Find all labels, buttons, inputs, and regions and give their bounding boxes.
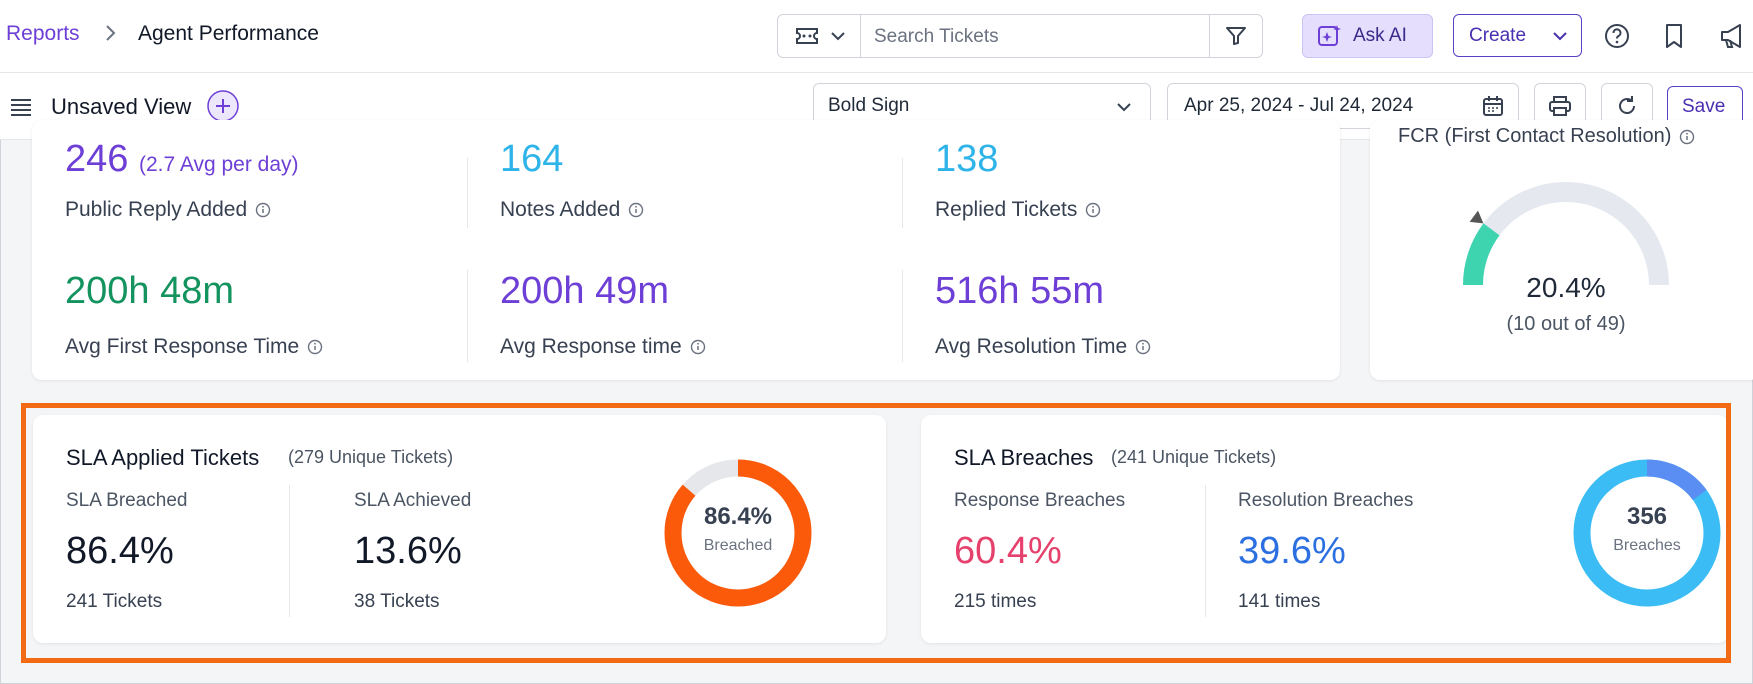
donut-value: 86.4% xyxy=(703,503,773,530)
info-icon[interactable] xyxy=(255,202,271,218)
donut-label: Breached xyxy=(703,537,773,554)
sla-breaches-card: SLA Breaches (241 Unique Tickets) Respon… xyxy=(921,415,1728,643)
create-button[interactable]: Create xyxy=(1453,14,1582,57)
stat-label: Avg Resolution Time xyxy=(935,335,1151,359)
response-breaches-pct: 60.4% xyxy=(954,530,1062,572)
fcr-title: FCR (First Contact Resolution) xyxy=(1398,125,1695,148)
sla-breaches-unique: (241 Unique Tickets) xyxy=(1111,447,1277,467)
ai-sparkle-icon xyxy=(1318,25,1341,46)
first-response-value: 200h 48m xyxy=(65,270,235,312)
first-response-label: Avg First Response Time xyxy=(65,335,300,358)
chevron-down-icon xyxy=(831,32,845,41)
menu-icon[interactable] xyxy=(10,98,32,116)
divider xyxy=(467,270,468,362)
sla-breaches-title: SLA Breaches xyxy=(954,445,1094,470)
filter-icon xyxy=(1226,27,1246,45)
resolution-breaches-label: Resolution Breaches xyxy=(1238,490,1414,511)
ask-ai-button[interactable]: Ask AI xyxy=(1302,14,1433,58)
search-bar xyxy=(777,14,1263,59)
avg-resolution-value: 516h 55m xyxy=(935,270,1105,312)
sla-breached-label: SLA Breached xyxy=(66,490,188,511)
divider xyxy=(902,270,903,362)
info-icon[interactable] xyxy=(307,339,323,355)
ticket-icon xyxy=(796,28,818,44)
donut-label: Breaches xyxy=(1613,537,1681,554)
calendar-icon xyxy=(1483,96,1503,116)
sla-applied-unique: (279 Unique Tickets) xyxy=(288,447,454,467)
sla-applied-donut xyxy=(664,459,812,607)
resolution-breaches-pct: 39.6% xyxy=(1238,530,1346,572)
announcement-icon[interactable] xyxy=(1718,22,1746,50)
gauge-fill xyxy=(1463,223,1500,286)
breadcrumb-separator xyxy=(104,22,118,50)
fcr-gauge xyxy=(1463,182,1669,286)
public-reply-label: Public Reply Added xyxy=(65,198,248,221)
divider xyxy=(467,158,468,228)
stat-label: Avg First Response Time xyxy=(65,335,323,359)
response-breaches-label: Response Breaches xyxy=(954,490,1126,511)
donut-resolution-arc xyxy=(1573,459,1721,607)
add-view-icon[interactable] xyxy=(206,89,240,123)
date-range-value: Apr 25, 2024 - Jul 24, 2024 xyxy=(1184,95,1414,116)
help-icon[interactable] xyxy=(1603,22,1631,50)
sla-breaches-donut xyxy=(1573,459,1721,607)
ask-ai-label: Ask AI xyxy=(1353,25,1407,46)
stat-label: Notes Added xyxy=(500,198,644,222)
response-breaches-count: 215 times xyxy=(954,591,1037,612)
avg-response-label: Avg Response time xyxy=(500,335,682,358)
sla-applied-title: SLA Applied Tickets xyxy=(66,445,260,470)
bookmark-icon[interactable] xyxy=(1660,22,1688,50)
sla-breached-pct: 86.4% xyxy=(66,530,174,572)
donut-breached-arc xyxy=(664,459,812,607)
public-reply-value: 246 (2.7 Avg per day) xyxy=(65,138,299,181)
replied-value: 138 xyxy=(935,138,999,180)
stat-avg-per-day: (2.7 Avg per day) xyxy=(138,153,299,176)
fcr-title-text: FCR (First Contact Resolution) xyxy=(1398,125,1672,147)
fcr-detail: (10 out of 49) xyxy=(1506,313,1626,335)
info-icon[interactable] xyxy=(1679,129,1695,145)
agent-stats-card: 246 (2.7 Avg per day) Public Reply Added… xyxy=(32,120,1340,380)
fcr-card: FCR (First Contact Resolution) 20.4% (10… xyxy=(1370,120,1753,380)
sla-achieved-count: 38 Tickets xyxy=(354,591,440,612)
refresh-icon xyxy=(1619,96,1635,114)
brand-select-value: Bold Sign xyxy=(828,95,910,116)
chevron-down-icon xyxy=(1117,103,1131,112)
create-label: Create xyxy=(1469,25,1527,46)
replied-label: Replied Tickets xyxy=(935,198,1078,221)
info-icon[interactable] xyxy=(1085,202,1101,218)
donut-value: 356 xyxy=(1626,503,1668,530)
print-icon xyxy=(1549,96,1571,116)
avg-resolution-label: Avg Resolution Time xyxy=(935,335,1128,358)
sla-applied-card: SLA Applied Tickets (279 Unique Tickets)… xyxy=(33,415,886,643)
search-input[interactable] xyxy=(862,15,1216,59)
stat-value: 246 xyxy=(65,138,129,180)
sla-achieved-label: SLA Achieved xyxy=(354,490,472,511)
divider xyxy=(289,485,290,617)
divider xyxy=(902,158,903,228)
chevron-down-icon xyxy=(1553,32,1567,41)
avg-response-value: 200h 49m xyxy=(500,270,670,312)
info-icon[interactable] xyxy=(690,339,706,355)
fcr-value: 20.4% xyxy=(1526,272,1606,303)
stat-label: Replied Tickets xyxy=(935,198,1101,222)
resolution-breaches-count: 141 times xyxy=(1238,591,1321,612)
gauge-pointer xyxy=(1469,210,1484,224)
stat-label: Avg Response time xyxy=(500,335,706,359)
sla-achieved-pct: 13.6% xyxy=(354,530,462,572)
divider xyxy=(1205,485,1206,617)
page-title: Agent Performance xyxy=(138,22,319,45)
save-label: Save xyxy=(1682,96,1726,117)
stat-label: Public Reply Added xyxy=(65,198,271,222)
sla-breached-count: 241 Tickets xyxy=(66,591,163,612)
notes-label: Notes Added xyxy=(500,198,621,221)
view-name[interactable]: Unsaved View xyxy=(51,94,192,119)
info-icon[interactable] xyxy=(628,202,644,218)
notes-value: 164 xyxy=(500,138,564,180)
filter-button[interactable] xyxy=(1209,15,1262,57)
info-icon[interactable] xyxy=(1135,339,1151,355)
ticket-type-dropdown[interactable] xyxy=(778,15,861,57)
breadcrumb-reports-link[interactable]: Reports xyxy=(6,22,80,45)
top-bar: Reports Agent Performance Ask AI Create xyxy=(0,0,1753,73)
highlight-box xyxy=(21,403,1731,663)
